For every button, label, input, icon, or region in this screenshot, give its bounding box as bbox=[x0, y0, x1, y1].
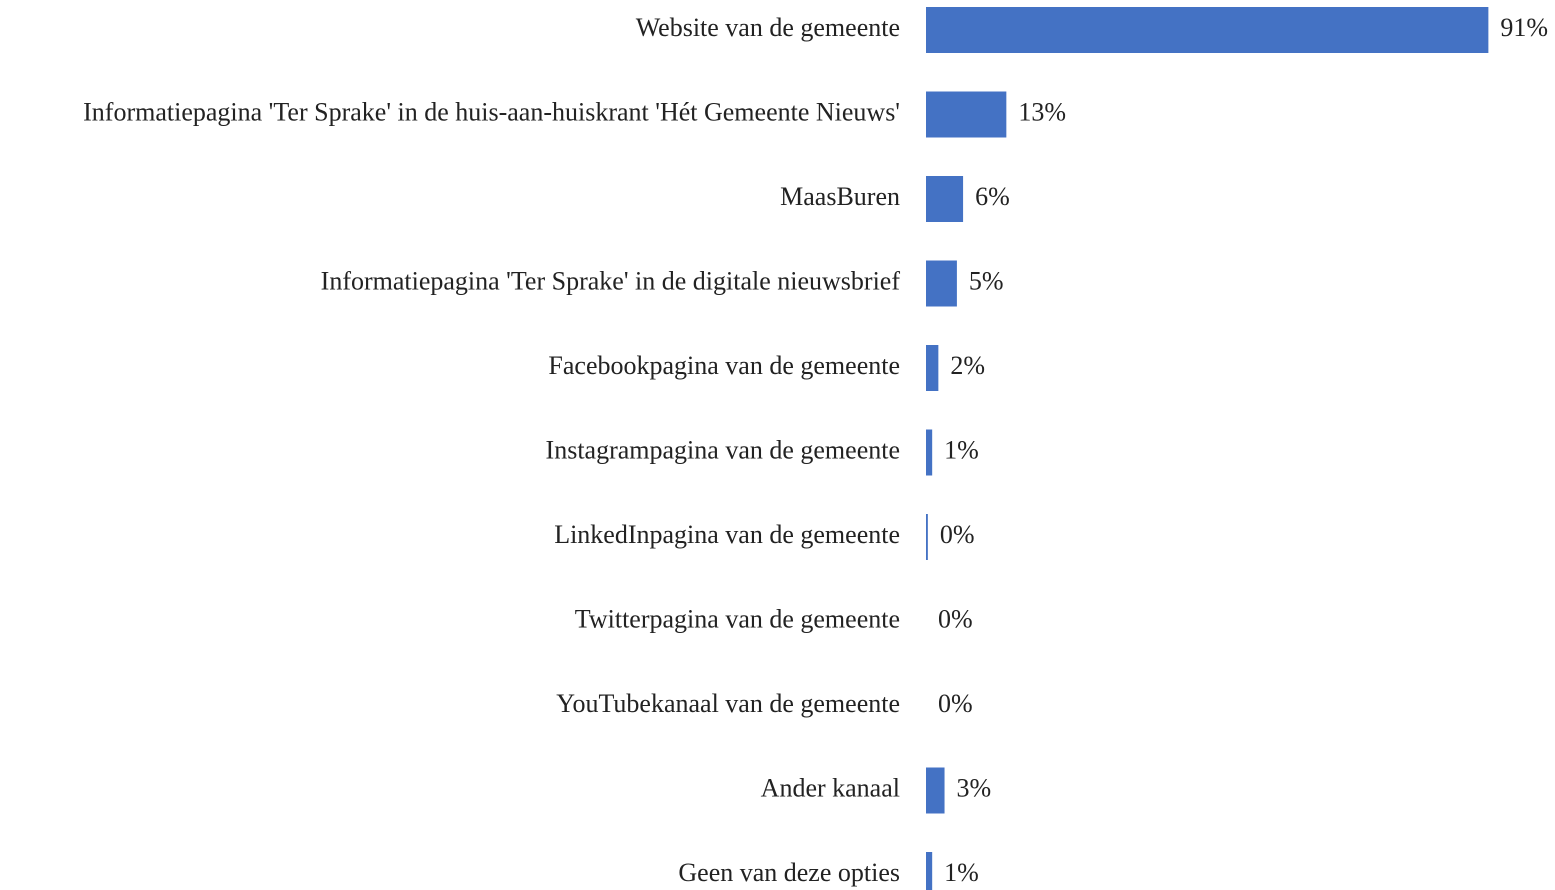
bar bbox=[926, 91, 1007, 138]
value-label: 0% bbox=[938, 604, 973, 633]
value-label: 5% bbox=[969, 266, 1004, 295]
category-label: Geen van deze opties bbox=[678, 858, 900, 887]
bar bbox=[926, 852, 933, 890]
bar bbox=[926, 429, 933, 476]
category-label: Informatiepagina 'Ter Sprake' in de huis… bbox=[83, 97, 900, 126]
value-label: 91% bbox=[1500, 13, 1548, 42]
category-label: Informatiepagina 'Ter Sprake' in de digi… bbox=[321, 266, 901, 295]
bar bbox=[926, 767, 945, 814]
value-label: 13% bbox=[1018, 97, 1066, 126]
value-label: 1% bbox=[944, 435, 979, 464]
bar bbox=[926, 514, 928, 560]
category-label: MaasBuren bbox=[780, 182, 900, 211]
value-label: 2% bbox=[950, 351, 985, 380]
category-label: Ander kanaal bbox=[761, 773, 900, 802]
bar bbox=[926, 260, 957, 307]
category-label: Facebookpagina van de gemeente bbox=[548, 351, 900, 380]
category-label: LinkedInpagina van de gemeente bbox=[554, 520, 900, 549]
value-label: 0% bbox=[940, 520, 975, 549]
bar bbox=[926, 345, 939, 391]
category-label: Twitterpagina van de gemeente bbox=[575, 604, 900, 633]
category-label: Website van de gemeente bbox=[636, 13, 900, 42]
category-label: Instagrampagina van de gemeente bbox=[546, 435, 900, 464]
bar bbox=[926, 176, 964, 222]
bar bbox=[926, 7, 1489, 53]
value-label: 3% bbox=[957, 773, 992, 802]
value-label: 6% bbox=[975, 182, 1010, 211]
category-label: YouTubekanaal van de gemeente bbox=[556, 689, 900, 718]
value-label: 0% bbox=[938, 689, 973, 718]
value-label: 1% bbox=[944, 858, 979, 887]
